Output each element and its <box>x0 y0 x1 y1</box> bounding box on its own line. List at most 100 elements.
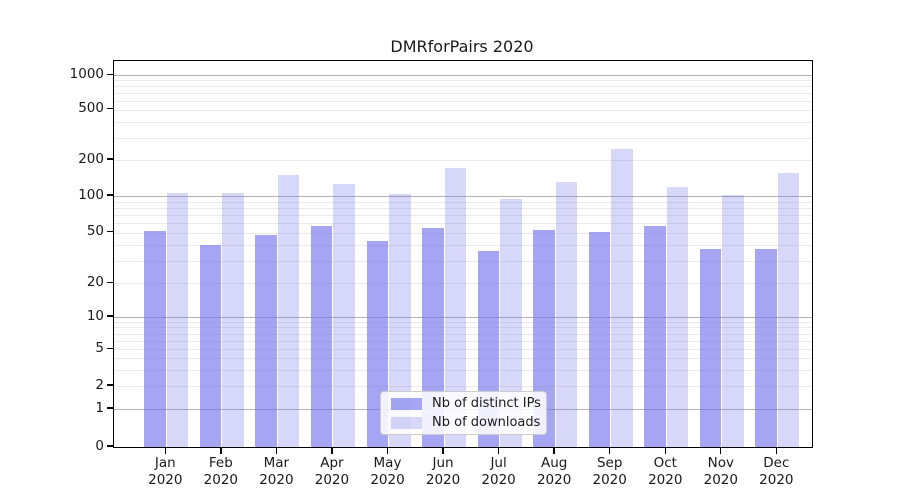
y-tick-label: 0 <box>95 437 104 454</box>
y-tick-mark <box>107 158 113 160</box>
legend: Nb of distinct IPs Nb of downloads <box>380 391 547 435</box>
minor-gridline <box>114 327 812 329</box>
minor-gridline <box>114 358 812 360</box>
minor-gridline <box>114 321 812 323</box>
minor-gridline <box>114 333 812 335</box>
minor-gridline <box>114 223 812 225</box>
major-gridline <box>114 75 812 77</box>
y-tick-label: 100 <box>78 186 104 203</box>
bar-distinct-ips-nov <box>699 249 722 447</box>
minor-gridline <box>114 109 812 111</box>
minor-gridline <box>114 160 812 161</box>
plot-area: Nb of distinct IPs Nb of downloads <box>113 60 813 448</box>
chart-title: DMRforPairs 2020 <box>390 37 534 56</box>
x-tick-label: Dec 2020 <box>759 455 794 488</box>
y-tick-mark <box>107 231 113 233</box>
y-tick-mark <box>107 107 113 110</box>
minor-gridline <box>114 201 812 203</box>
x-tick-mark <box>664 447 666 454</box>
minor-gridline <box>114 80 812 82</box>
bar-downloads-nov <box>722 195 744 447</box>
x-tick-mark <box>386 447 389 454</box>
x-tick-label: Feb 2020 <box>203 455 239 488</box>
bar-distinct-ips-dec <box>755 249 777 447</box>
bar-distinct-ips-jan <box>144 230 166 447</box>
minor-gridline <box>114 340 812 342</box>
y-tick-label: 20 <box>86 273 104 290</box>
legend-item-downloads: Nb of downloads <box>381 413 546 432</box>
bar-downloads-may <box>389 194 411 447</box>
x-tick-label: Jul 2020 <box>481 455 516 488</box>
x-tick-mark <box>609 447 611 454</box>
x-tick-label: Sep 2020 <box>592 455 627 488</box>
bar-downloads-mar <box>277 174 300 447</box>
minor-gridline <box>114 386 812 387</box>
y-tick-label: 10 <box>86 307 104 324</box>
bar-downloads-apr <box>333 184 355 447</box>
x-tick-mark <box>720 447 722 454</box>
bar-downloads-jun <box>444 168 467 447</box>
x-tick-label: Aug 2020 <box>536 455 572 488</box>
x-tick-label: Mar 2020 <box>259 455 294 488</box>
x-tick-mark <box>331 447 333 454</box>
bar-downloads-sep <box>611 148 633 447</box>
bar-distinct-ips-apr <box>310 225 333 447</box>
bar-distinct-ips-oct <box>644 225 666 447</box>
x-tick-mark <box>442 447 444 454</box>
minor-gridline <box>114 92 812 94</box>
minor-gridline <box>114 207 812 209</box>
bar-distinct-ips-feb <box>199 245 222 447</box>
minor-gridline <box>114 214 812 216</box>
minor-gridline <box>114 260 812 262</box>
minor-gridline <box>114 369 812 371</box>
x-tick-label: Nov 2020 <box>703 455 738 488</box>
y-tick-mark <box>107 73 113 75</box>
y-tick-label: 500 <box>78 100 104 116</box>
bar-downloads-jan <box>166 193 189 447</box>
y-tick-label: 50 <box>86 223 104 240</box>
minor-gridline <box>114 232 812 234</box>
y-tick-mark <box>107 281 113 283</box>
y-tick-label: 5 <box>95 339 104 356</box>
y-tick-mark <box>107 407 113 409</box>
x-tick-label: Apr 2020 <box>314 455 350 488</box>
legend-label-downloads: Nb of downloads <box>432 415 541 430</box>
y-tick-label: 1 <box>95 399 104 416</box>
y-tick-label: 200 <box>78 150 104 167</box>
x-tick-label: Jun 2020 <box>425 455 461 488</box>
y-tick-mark <box>107 445 113 447</box>
legend-label-distinct-ips: Nb of distinct IPs <box>432 396 541 411</box>
y-tick-label: 1000 <box>69 65 104 82</box>
y-tick-mark <box>107 347 113 349</box>
minor-gridline <box>114 245 812 247</box>
legend-swatch-downloads-icon <box>391 416 422 429</box>
x-tick-label: Jan 2020 <box>148 455 183 488</box>
bar-downloads-dec <box>777 173 800 447</box>
x-tick-mark <box>275 447 278 454</box>
x-tick-mark <box>164 447 166 454</box>
y-tick-mark <box>107 384 113 386</box>
minor-gridline <box>114 137 812 139</box>
x-tick-mark <box>220 447 222 454</box>
y-tick-mark <box>107 194 113 196</box>
y-tick-label: 2 <box>95 376 104 393</box>
legend-swatch-distinct-ips-icon <box>391 397 422 410</box>
bar-downloads-feb <box>222 193 244 447</box>
legend-item-distinct-ips: Nb of distinct IPs <box>381 394 546 413</box>
minor-gridline <box>114 283 812 285</box>
bar-distinct-ips-mar <box>255 234 277 447</box>
y-tick-mark <box>107 315 113 317</box>
major-gridline <box>114 196 812 197</box>
minor-gridline <box>114 349 812 351</box>
x-tick-mark <box>497 447 500 454</box>
x-tick-label: May 2020 <box>370 455 405 488</box>
x-tick-mark <box>775 447 778 454</box>
minor-gridline <box>114 86 812 88</box>
major-gridline <box>114 317 812 318</box>
minor-gridline <box>114 121 812 123</box>
bar-downloads-jul <box>500 198 522 447</box>
bar-distinct-ips-sep <box>588 231 611 447</box>
bar-downloads-oct <box>666 186 689 447</box>
bar-downloads-aug <box>555 182 578 447</box>
